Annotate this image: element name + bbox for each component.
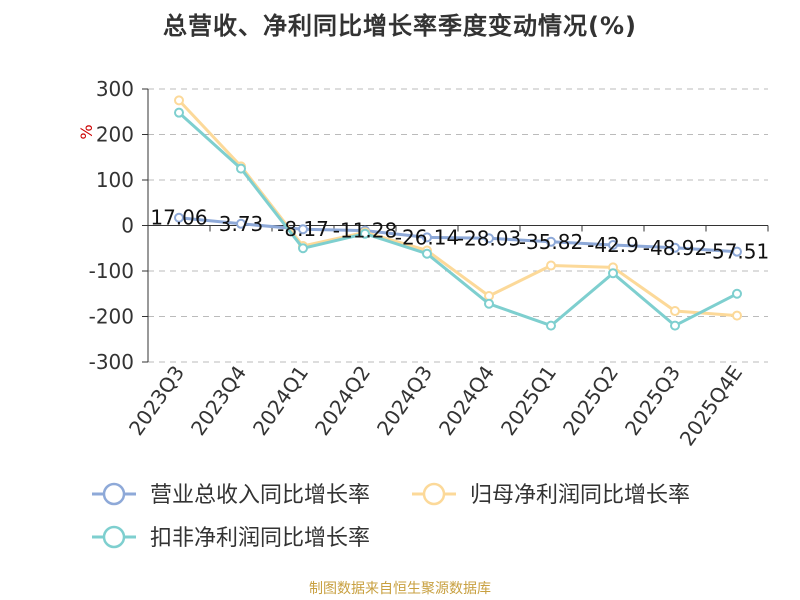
data-point xyxy=(732,246,742,257)
x-tick-label: 2025Q4E xyxy=(675,361,747,450)
y-axis-unit: % xyxy=(77,124,96,139)
data-point xyxy=(546,260,556,271)
legend-label: 扣非净利润同比增长率 xyxy=(150,526,370,551)
y-tick-label: 0 xyxy=(121,214,134,238)
data-point xyxy=(484,298,494,309)
chart-title: 总营收、净利同比增长率季度变动情况(%) xyxy=(163,12,637,40)
data-point xyxy=(174,107,184,118)
data-point xyxy=(670,242,680,253)
data-label: -57.51 xyxy=(705,240,769,264)
legend-marker xyxy=(102,525,126,549)
data-point xyxy=(422,232,432,243)
y-tick-label: 200 xyxy=(96,123,134,147)
x-tick-label: 2023Q4 xyxy=(186,361,251,440)
x-tick-label: 2025Q1 xyxy=(496,361,561,440)
data-point xyxy=(174,95,184,106)
x-tick-label: 2024Q3 xyxy=(372,361,437,440)
y-tick-label: -200 xyxy=(89,305,134,329)
series-line-2 xyxy=(177,99,738,318)
y-tick-label: 100 xyxy=(96,168,134,192)
legend-marker xyxy=(422,482,446,506)
data-point xyxy=(732,288,742,299)
y-tick-label: -100 xyxy=(89,259,134,283)
data-point xyxy=(608,240,618,251)
data-point xyxy=(298,243,308,254)
y-tick-label: 300 xyxy=(96,77,134,101)
data-point xyxy=(732,310,742,321)
data-point xyxy=(422,248,432,259)
series-line-3 xyxy=(177,111,738,328)
data-point xyxy=(608,268,618,279)
data-point xyxy=(298,224,308,235)
legend-marker xyxy=(102,482,126,506)
y-tick-label: -300 xyxy=(89,350,134,374)
data-source-footer: 制图数据来自恒生聚源数据库 xyxy=(309,581,491,597)
data-label: -11.28 xyxy=(333,219,397,243)
data-point xyxy=(546,236,556,247)
data-point xyxy=(670,306,680,317)
x-tick-label: 2025Q2 xyxy=(558,361,623,440)
x-tick-label: 2024Q4 xyxy=(434,361,499,440)
data-point xyxy=(670,320,680,331)
series-line-1 xyxy=(178,216,738,254)
data-point xyxy=(360,228,370,239)
data-point xyxy=(236,163,246,174)
data-point xyxy=(546,320,556,331)
data-point xyxy=(484,233,494,244)
data-label: -42.9 xyxy=(587,233,639,257)
data-label: -28.03 xyxy=(457,226,521,250)
data-point xyxy=(236,218,246,229)
x-tick-label: 2025Q3 xyxy=(620,361,685,440)
legend-label: 营业总收入同比增长率 xyxy=(150,483,370,508)
x-tick-label: 2024Q1 xyxy=(248,361,313,440)
legend-label: 归母净利润同比增长率 xyxy=(470,483,690,508)
data-label: -8.17 xyxy=(277,217,329,241)
data-label: -48.92 xyxy=(643,236,707,260)
data-label: 17.06 xyxy=(150,206,207,230)
data-label: -35.82 xyxy=(519,230,583,254)
data-label: 3.73 xyxy=(219,212,264,236)
x-tick-label: 2024Q2 xyxy=(310,361,375,440)
data-point xyxy=(174,212,184,223)
data-label: -26.14 xyxy=(395,225,459,249)
